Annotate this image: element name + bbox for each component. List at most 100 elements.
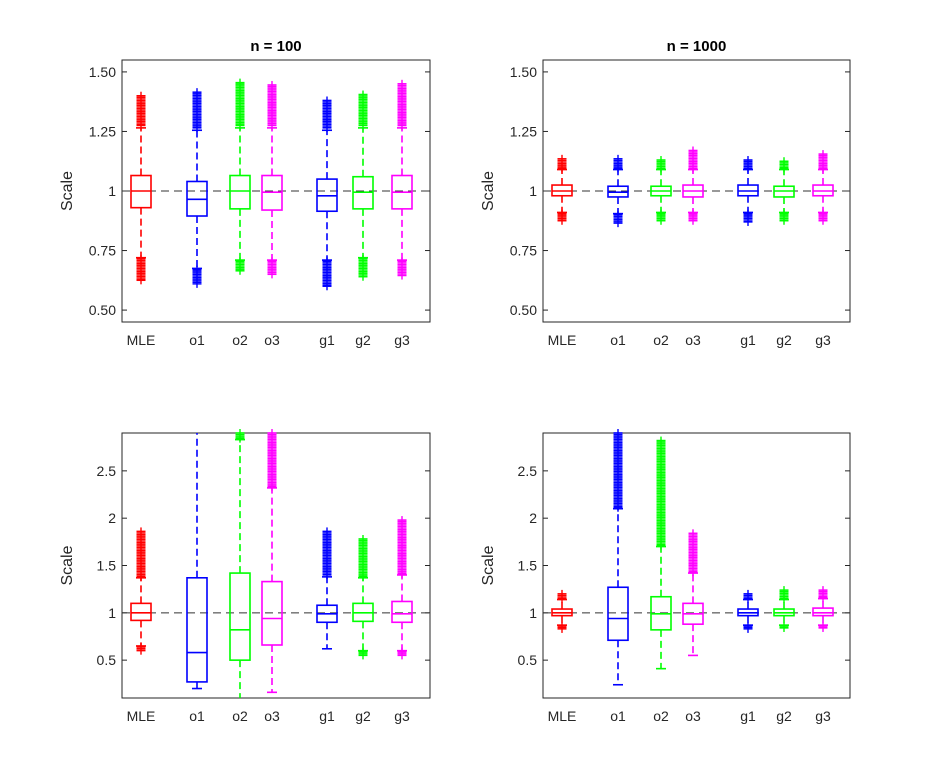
outliers-high	[322, 527, 332, 579]
box-o3	[682, 146, 704, 225]
y-tick-label: 1.5	[97, 558, 117, 574]
chart-panel-4: 0.5 1 1.5 2 2.5 Scale MLE o1 o2 o3 g1 g2 g3	[480, 429, 851, 724]
x-tick-label: o3	[685, 332, 701, 348]
outliers-low	[557, 622, 567, 633]
box-iqr	[130, 602, 152, 622]
x-tick-label: o2	[653, 708, 669, 724]
outliers-high	[358, 90, 368, 130]
outliers-low	[779, 622, 789, 632]
box-o2	[229, 429, 251, 698]
box-o1	[607, 154, 629, 228]
outliers-low	[613, 210, 623, 228]
box-o1	[186, 433, 208, 690]
x-tick-label: o3	[264, 332, 280, 348]
outliers-high	[656, 156, 666, 173]
outliers-low	[779, 209, 789, 225]
outliers-high	[743, 589, 753, 603]
outliers-low	[397, 647, 407, 660]
box-g1	[316, 96, 338, 291]
outliers-low	[358, 254, 368, 281]
y-tick-label: 1	[529, 605, 537, 621]
outliers-high	[688, 529, 698, 577]
box-iqr	[229, 174, 251, 210]
box-o3	[261, 81, 283, 279]
y-tick-label: 0.50	[89, 302, 116, 318]
outliers-high	[358, 535, 368, 581]
chart-panel-1: 0.50 0.75 1 1.25 1.50 Scale n = 100 MLE o1 o2 o3 g1…	[59, 38, 431, 348]
outliers-high	[397, 79, 407, 130]
box-g2	[773, 157, 795, 225]
x-tick-label: o1	[189, 332, 205, 348]
outliers-high	[818, 150, 828, 173]
box-iqr	[812, 607, 834, 617]
x-tick-label: g3	[815, 708, 831, 724]
outliers-low	[322, 257, 332, 291]
x-tick-label: o2	[232, 332, 248, 348]
box-mle	[130, 91, 152, 285]
x-tick-label: o3	[264, 708, 280, 724]
box-g1	[316, 527, 338, 650]
y-tick-label: 2	[108, 510, 116, 526]
chart-title: n = 100	[250, 38, 301, 55]
x-tick-label: o1	[610, 708, 626, 724]
x-tick-label: g3	[394, 332, 410, 348]
outliers-high	[397, 516, 407, 579]
y-axis-label: Scale	[480, 171, 497, 211]
x-tick-label: g2	[776, 332, 792, 348]
y-tick-label: 2.5	[518, 463, 538, 479]
box-o2	[650, 436, 672, 670]
x-tick-label: g1	[740, 708, 756, 724]
box-iqr	[229, 572, 251, 661]
y-tick-label: 0.75	[89, 243, 116, 259]
box-g2	[352, 535, 374, 660]
box-o1	[607, 429, 629, 686]
outliers-high	[136, 527, 146, 581]
x-tick-label: MLE	[127, 708, 156, 724]
outliers-low	[136, 254, 146, 285]
y-tick-label: 2	[529, 510, 537, 526]
x-tick-label: g3	[815, 332, 831, 348]
x-tick-label: o1	[610, 332, 626, 348]
outliers-low	[267, 257, 277, 279]
outliers-low	[397, 257, 407, 280]
x-tick-label: o2	[653, 332, 669, 348]
y-tick-label: 0.75	[510, 243, 537, 259]
box-g3	[812, 150, 834, 225]
y-tick-label: 0.50	[510, 302, 537, 318]
y-tick-label: 1	[529, 183, 537, 199]
x-tick-label: g2	[776, 708, 792, 724]
x-tick-label: MLE	[127, 332, 156, 348]
outliers-low	[818, 622, 828, 632]
outliers-low	[743, 622, 753, 633]
box-o2	[229, 78, 251, 275]
y-tick-label: 0.5	[518, 652, 538, 668]
y-tick-label: 1.50	[510, 64, 537, 80]
outliers-high	[656, 436, 666, 550]
x-tick-label: o3	[685, 708, 701, 724]
outliers-high	[779, 157, 789, 173]
outliers-high	[688, 146, 698, 173]
x-tick-label: o1	[189, 708, 205, 724]
box-g2	[352, 90, 374, 281]
box-g2	[773, 586, 795, 632]
outliers-high	[136, 91, 146, 130]
box-o3	[682, 529, 704, 657]
outliers-high	[235, 78, 245, 130]
y-tick-label: 1	[108, 183, 116, 199]
x-tick-label: g3	[394, 708, 410, 724]
box-g1	[737, 589, 759, 633]
outliers-high	[192, 88, 202, 132]
x-tick-label: g1	[740, 332, 756, 348]
box-g1	[737, 156, 759, 226]
x-tick-label: o2	[232, 708, 248, 724]
y-tick-label: 0.5	[97, 652, 117, 668]
outliers-low	[743, 209, 753, 226]
box-iqr	[261, 580, 283, 646]
y-axis-label: Scale	[59, 171, 76, 211]
y-tick-label: 1.5	[518, 558, 538, 574]
outliers-high	[267, 81, 277, 130]
outliers-high	[557, 589, 567, 603]
box-iqr	[391, 600, 413, 624]
box-g3	[391, 516, 413, 660]
y-axis-label: Scale	[480, 545, 497, 585]
